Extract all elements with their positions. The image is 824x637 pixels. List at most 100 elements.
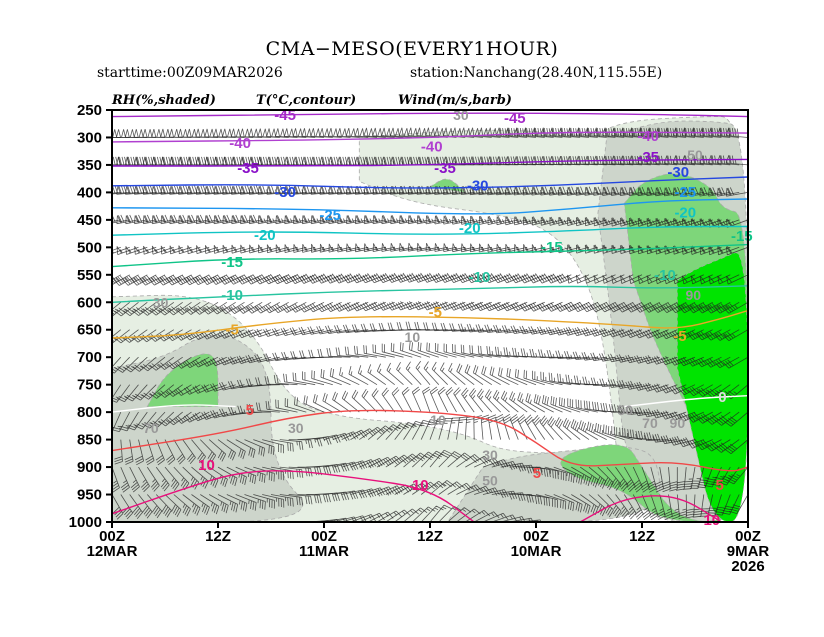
wind-barb	[708, 110, 731, 111]
y-tick-label: 750	[77, 377, 102, 394]
wind-barb	[165, 521, 166, 522]
wind-barb	[281, 351, 307, 361]
wind-barb	[639, 466, 650, 493]
wind-barb	[579, 494, 599, 516]
wind-barb	[385, 484, 412, 495]
temperature-contour	[112, 404, 236, 413]
y-tick-label: 500	[77, 239, 102, 256]
wind-barb	[195, 214, 219, 225]
wind-barb	[549, 110, 554, 111]
wind-barb	[628, 274, 651, 284]
wind-barb	[376, 363, 395, 386]
wind-barb	[618, 110, 625, 111]
wind-barb	[488, 110, 492, 111]
wind-barb	[695, 521, 696, 522]
wind-barb	[668, 521, 669, 522]
wind-barb	[704, 466, 722, 488]
wind-barb	[667, 110, 678, 111]
wind-barb	[146, 466, 160, 492]
axes: 2503003504004505005506006507007508008509…	[69, 102, 770, 575]
wind-barb	[476, 388, 493, 413]
wind-barb	[294, 396, 316, 413]
wind-barb	[531, 127, 554, 138]
wind-barb	[448, 301, 475, 311]
temperature-contour-label: -35	[237, 160, 259, 177]
wind-barb	[575, 155, 598, 166]
wind-barb	[210, 356, 236, 367]
wind-barb	[554, 417, 572, 440]
y-tick-label: 250	[77, 102, 102, 119]
temperature-contour	[112, 112, 748, 118]
wind-barb	[651, 110, 660, 111]
wind-barb	[348, 365, 369, 386]
wind-barb	[486, 346, 510, 358]
wind-barb	[678, 494, 687, 520]
wind-barb	[112, 137, 121, 138]
wind-barb	[132, 356, 157, 372]
wind-barb	[345, 185, 369, 195]
wind-barb	[390, 127, 413, 138]
wind-barb	[580, 521, 582, 522]
wind-barb	[420, 419, 439, 440]
temperature-contour	[112, 198, 748, 215]
wind-barb	[689, 466, 705, 489]
wind-barb	[368, 511, 394, 522]
wind-barb	[319, 215, 342, 225]
wind-barb	[182, 521, 184, 522]
wind-barb	[686, 110, 704, 111]
wind-barb	[443, 343, 466, 358]
wind-barb	[592, 401, 616, 413]
rh-contour-label: 70	[642, 415, 658, 431]
wind-barb	[200, 439, 217, 463]
wind-barb	[301, 215, 325, 225]
wind-barb	[245, 329, 272, 338]
wind-barb	[270, 466, 294, 480]
wind-barb	[279, 521, 284, 522]
wind-barb	[699, 110, 722, 111]
wind-barb	[125, 110, 148, 111]
wind-barb	[193, 301, 219, 315]
wind-barb	[492, 389, 510, 413]
wind-barb	[235, 439, 256, 458]
wind-barb	[497, 110, 501, 111]
wind-barb	[439, 362, 457, 385]
wind-legend-label: Wind(m/s,barb)	[398, 93, 512, 108]
wind-barb	[523, 216, 545, 226]
wind-barb	[533, 394, 554, 413]
wind-barb	[575, 110, 581, 111]
wind-barb	[548, 372, 572, 386]
wind-barb	[472, 364, 493, 386]
wind-barb	[491, 514, 518, 522]
wind-barb	[320, 369, 342, 386]
wind-barb	[257, 128, 280, 138]
wind-barb	[699, 218, 722, 228]
wind-barb	[646, 217, 669, 227]
wind-barb	[589, 327, 616, 337]
wind-barb	[705, 411, 731, 425]
wind-barb	[149, 384, 175, 399]
wind-barb	[178, 185, 201, 195]
rh-contour-label: 50	[617, 402, 633, 418]
wind-barb	[202, 301, 228, 315]
wind-barb	[133, 384, 157, 401]
wind-barb	[445, 110, 448, 111]
wind-barb	[398, 185, 422, 195]
wind-barb	[531, 216, 554, 226]
wind-barb	[506, 367, 528, 386]
wind-barb	[571, 494, 591, 514]
wind-barb	[283, 373, 307, 386]
wind-barb	[376, 485, 403, 495]
wind-barb	[350, 514, 377, 522]
wind-barb	[438, 505, 462, 522]
wind-barb	[616, 379, 643, 389]
wind-barb	[522, 127, 545, 138]
wind-barb	[718, 466, 740, 486]
wind-barb	[231, 185, 254, 195]
x-tick-label: 2026	[731, 558, 764, 575]
wind-barb	[161, 110, 174, 111]
wind-barb	[369, 301, 395, 311]
wind-barb	[372, 185, 395, 195]
wind-barb	[717, 218, 740, 228]
wind-barb	[714, 384, 740, 399]
wind-barb	[235, 466, 257, 484]
